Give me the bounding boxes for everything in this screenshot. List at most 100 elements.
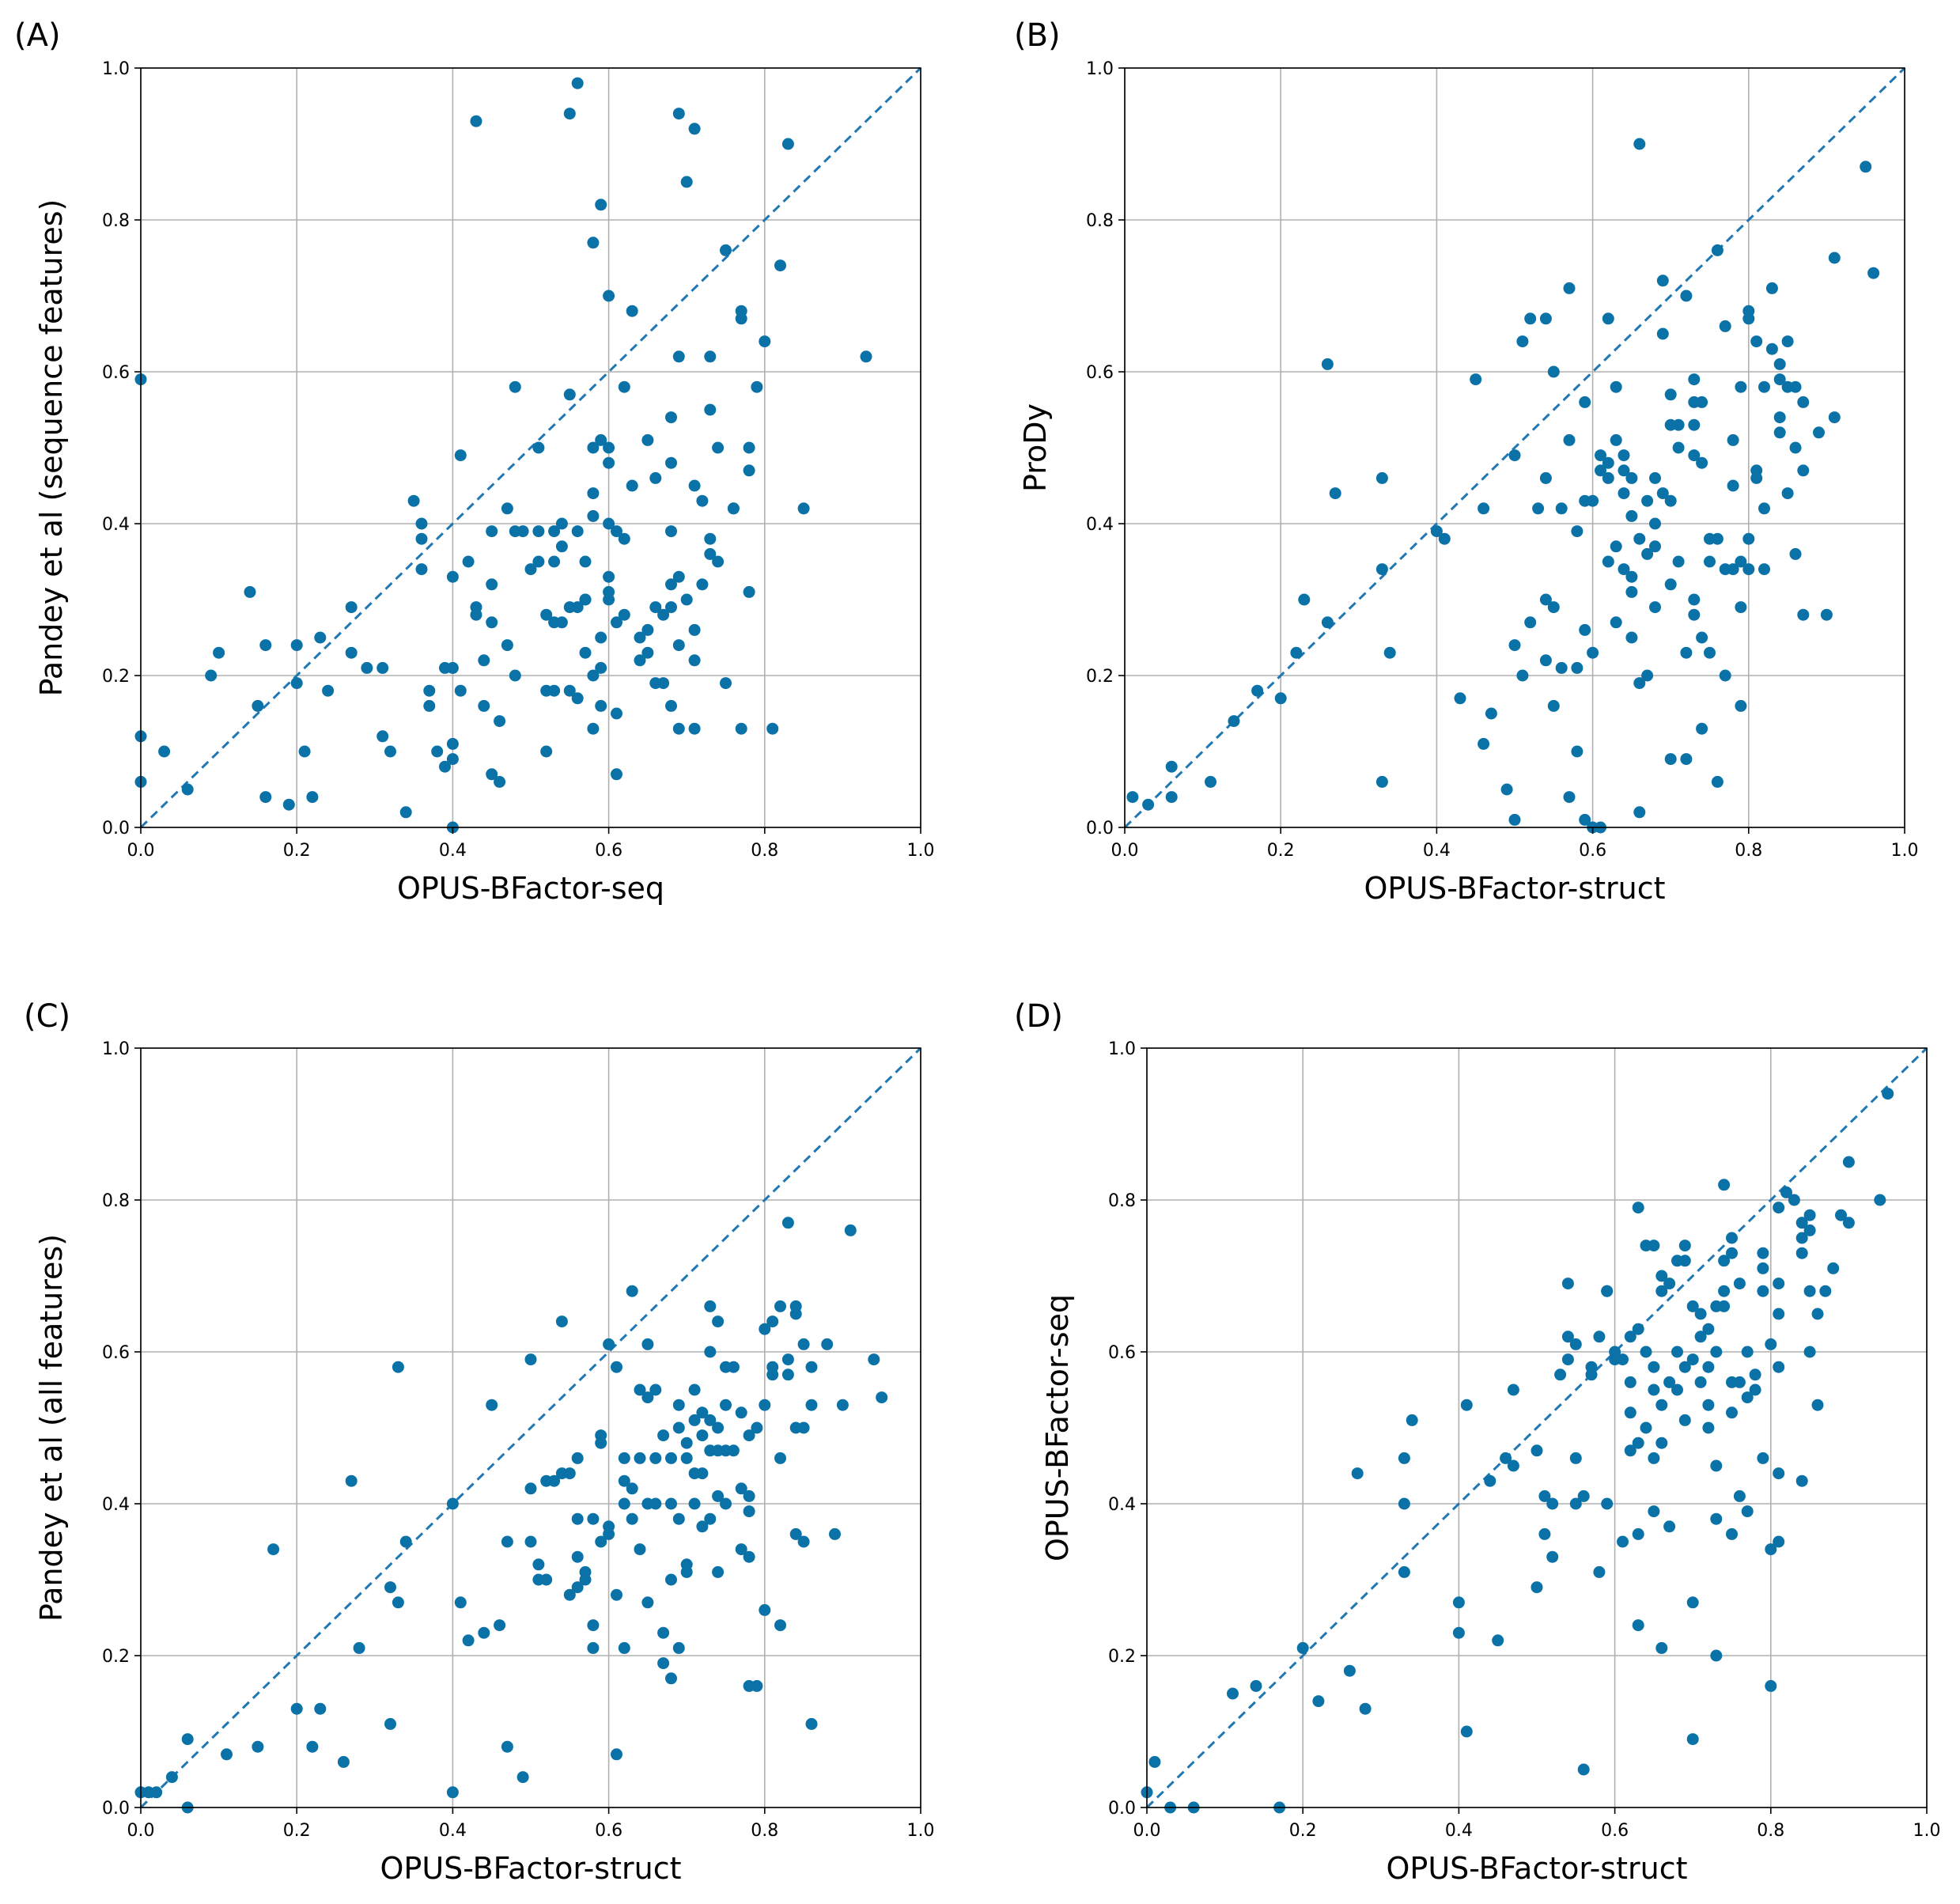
data-point — [595, 433, 607, 446]
data-point — [540, 608, 553, 621]
data-point — [1351, 1467, 1364, 1480]
x-axis-label: OPUS-BFactor-seq — [397, 871, 664, 906]
data-point — [1633, 138, 1646, 150]
x-tick-label: 0.2 — [1267, 841, 1295, 861]
diagonal-line — [139, 1047, 922, 1809]
data-point — [844, 1224, 857, 1236]
x-tick-label: 1.0 — [1891, 841, 1919, 861]
data-point — [1602, 471, 1614, 484]
data-point — [532, 441, 545, 454]
data-point — [743, 1550, 755, 1563]
data-point — [282, 798, 295, 811]
data-point — [1773, 1535, 1785, 1548]
data-point — [665, 601, 677, 614]
data-point — [1610, 616, 1622, 629]
data-point — [1773, 1467, 1785, 1480]
data-point — [595, 699, 607, 712]
data-point — [1702, 1361, 1715, 1373]
data-point — [1726, 1406, 1738, 1419]
data-point — [1696, 456, 1708, 469]
data-point — [1601, 1497, 1614, 1510]
data-point — [555, 616, 568, 629]
data-point — [548, 684, 561, 697]
data-point — [611, 707, 622, 720]
data-point — [587, 1512, 600, 1525]
data-point — [712, 1315, 725, 1328]
data-point — [1827, 1262, 1840, 1274]
data-point — [524, 1535, 537, 1548]
data-point — [587, 441, 600, 454]
data-point — [1672, 441, 1685, 454]
data-point — [1555, 661, 1568, 674]
data-point — [1516, 335, 1529, 348]
data-point — [571, 1550, 584, 1563]
data-point — [1561, 1278, 1574, 1290]
data-point — [672, 570, 685, 583]
data-point — [766, 1315, 779, 1328]
data-point — [626, 479, 638, 492]
data-point — [571, 692, 584, 705]
data-point — [446, 1497, 459, 1510]
data-point — [579, 593, 592, 606]
data-point — [1656, 487, 1669, 500]
x-tick-label: 0.0 — [1111, 841, 1139, 861]
data-point — [1789, 441, 1802, 454]
y-tick-label: 0.6 — [1108, 1343, 1136, 1363]
data-point — [1757, 1452, 1769, 1464]
data-point — [1546, 1497, 1559, 1510]
data-point — [1617, 1353, 1629, 1366]
data-point — [1579, 813, 1591, 826]
y-tick-label: 1.0 — [1086, 59, 1114, 79]
data-point — [1602, 312, 1614, 325]
data-point — [1595, 464, 1606, 477]
data-point — [680, 1437, 693, 1449]
data-point — [1532, 502, 1545, 515]
data-point — [657, 1429, 670, 1442]
data-point — [1811, 1308, 1824, 1320]
data-point — [1587, 494, 1599, 507]
data-point — [501, 1535, 513, 1548]
data-point — [665, 1672, 677, 1685]
data-point — [759, 1323, 771, 1335]
data-point — [587, 237, 600, 249]
data-point — [1773, 426, 1786, 439]
data-point — [439, 760, 451, 773]
data-point — [494, 775, 506, 788]
data-point — [735, 1482, 747, 1495]
data-point — [486, 1399, 498, 1411]
data-point — [735, 305, 747, 317]
data-point — [665, 578, 677, 591]
data-point — [259, 639, 272, 652]
data-point — [1569, 1452, 1582, 1464]
data-point — [672, 722, 685, 735]
data-point — [720, 677, 732, 690]
data-point — [267, 1543, 280, 1556]
data-point — [1507, 1459, 1519, 1472]
data-point — [626, 1512, 638, 1525]
x-tick-label: 0.6 — [1579, 841, 1606, 861]
data-point — [1664, 494, 1677, 507]
data-point — [1641, 547, 1654, 560]
data-point — [1803, 1346, 1816, 1358]
data-point — [1633, 677, 1646, 690]
data-point — [1773, 1202, 1785, 1214]
data-point — [1757, 1285, 1769, 1297]
data-point — [1710, 1346, 1723, 1358]
data-point — [665, 525, 677, 538]
data-point — [361, 661, 373, 674]
x-tick-label: 1.0 — [1913, 1821, 1941, 1841]
data-point — [1547, 699, 1560, 712]
data-point — [1750, 335, 1763, 348]
data-point — [314, 1702, 327, 1715]
data-point — [727, 1444, 740, 1457]
data-point — [781, 138, 794, 150]
data-point — [384, 1717, 396, 1730]
data-point — [532, 525, 545, 538]
data-point — [1773, 373, 1786, 386]
data-point — [1680, 290, 1693, 302]
data-point — [696, 1467, 709, 1480]
data-point — [1632, 1619, 1644, 1632]
data-point — [1795, 1474, 1808, 1487]
data-point — [486, 578, 498, 591]
data-point — [345, 601, 358, 614]
